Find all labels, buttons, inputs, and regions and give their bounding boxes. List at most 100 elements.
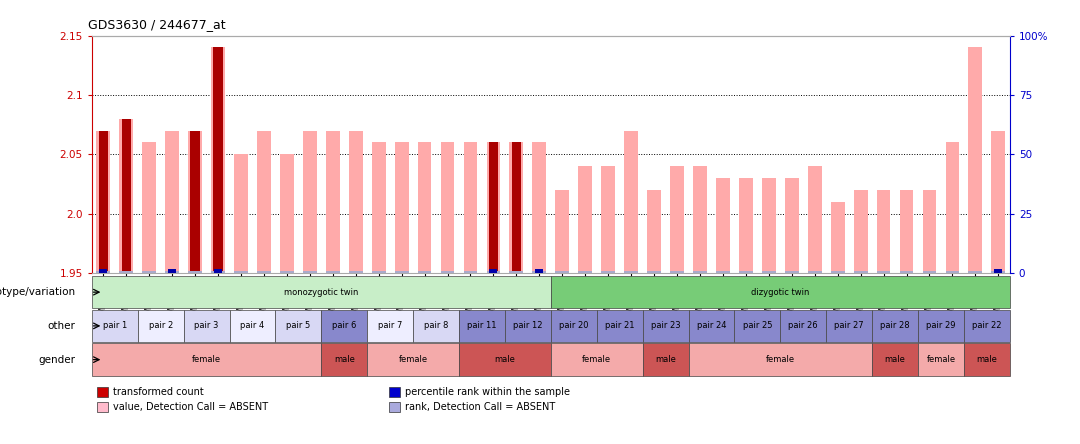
Bar bbox=[918, 310, 964, 342]
Bar bbox=[991, 271, 1005, 273]
Text: value, Detection Call = ABSENT: value, Detection Call = ABSENT bbox=[113, 402, 269, 412]
Bar bbox=[808, 166, 822, 273]
Bar bbox=[414, 310, 459, 342]
Bar bbox=[489, 270, 498, 273]
Bar bbox=[395, 143, 408, 273]
Bar bbox=[826, 310, 873, 342]
Bar bbox=[643, 310, 689, 342]
Bar bbox=[854, 271, 867, 273]
Bar bbox=[969, 48, 983, 273]
Bar bbox=[489, 143, 498, 273]
Bar bbox=[441, 143, 455, 273]
Bar bbox=[647, 190, 661, 273]
Text: pair 26: pair 26 bbox=[788, 321, 818, 330]
Bar bbox=[671, 166, 684, 273]
Text: monozygotic twin: monozygotic twin bbox=[284, 288, 359, 297]
Bar bbox=[510, 271, 524, 273]
Bar bbox=[165, 131, 179, 273]
Text: genotype/variation: genotype/variation bbox=[0, 287, 76, 297]
Text: pair 27: pair 27 bbox=[835, 321, 864, 330]
Text: male: male bbox=[656, 355, 676, 364]
Bar bbox=[624, 131, 638, 273]
Bar bbox=[487, 271, 500, 273]
Bar bbox=[647, 271, 661, 273]
Bar bbox=[349, 271, 363, 273]
Bar bbox=[322, 344, 367, 376]
Bar bbox=[212, 48, 225, 273]
Bar bbox=[510, 143, 524, 273]
Bar bbox=[689, 344, 873, 376]
Bar bbox=[143, 271, 157, 273]
Bar bbox=[693, 271, 707, 273]
Text: male: male bbox=[885, 355, 905, 364]
Text: percentile rank within the sample: percentile rank within the sample bbox=[405, 387, 570, 397]
Bar bbox=[188, 271, 202, 273]
Bar bbox=[441, 271, 455, 273]
Bar bbox=[877, 271, 891, 273]
Bar bbox=[214, 48, 222, 273]
Bar bbox=[536, 270, 543, 273]
Bar bbox=[372, 143, 386, 273]
Bar bbox=[463, 143, 477, 273]
Bar bbox=[505, 310, 551, 342]
Text: dizygotic twin: dizygotic twin bbox=[751, 288, 810, 297]
Bar bbox=[120, 119, 133, 273]
Bar bbox=[96, 131, 110, 273]
Bar bbox=[995, 270, 1002, 273]
Bar bbox=[459, 310, 504, 342]
Text: pair 22: pair 22 bbox=[972, 321, 1001, 330]
Text: male: male bbox=[495, 355, 515, 364]
Bar bbox=[372, 271, 386, 273]
Text: pair 11: pair 11 bbox=[468, 321, 497, 330]
Bar bbox=[257, 271, 271, 273]
Bar bbox=[946, 143, 959, 273]
Bar bbox=[781, 310, 826, 342]
Text: pair 5: pair 5 bbox=[286, 321, 310, 330]
Bar bbox=[555, 190, 569, 273]
Text: gender: gender bbox=[39, 355, 76, 365]
Bar bbox=[120, 271, 133, 273]
Bar bbox=[739, 178, 753, 273]
Bar bbox=[964, 310, 1010, 342]
Bar bbox=[532, 143, 546, 273]
Bar bbox=[395, 271, 408, 273]
Bar bbox=[551, 344, 643, 376]
Bar bbox=[138, 310, 184, 342]
Bar bbox=[918, 344, 964, 376]
Bar bbox=[234, 271, 248, 273]
Text: pair 28: pair 28 bbox=[880, 321, 909, 330]
Text: pair 4: pair 4 bbox=[241, 321, 265, 330]
Bar bbox=[418, 271, 432, 273]
Text: pair 6: pair 6 bbox=[332, 321, 356, 330]
Bar bbox=[808, 271, 822, 273]
Bar bbox=[168, 270, 176, 273]
Text: GDS3630 / 244677_at: GDS3630 / 244677_at bbox=[87, 18, 226, 31]
Text: female: female bbox=[582, 355, 611, 364]
Bar bbox=[326, 271, 340, 273]
Bar bbox=[303, 271, 316, 273]
Bar bbox=[367, 344, 459, 376]
Text: male: male bbox=[334, 355, 354, 364]
Text: male: male bbox=[976, 355, 997, 364]
Bar bbox=[579, 271, 592, 273]
Text: other: other bbox=[48, 321, 76, 331]
Text: female: female bbox=[927, 355, 956, 364]
Bar bbox=[551, 310, 597, 342]
Bar bbox=[143, 143, 157, 273]
Bar bbox=[275, 310, 322, 342]
Bar bbox=[602, 166, 616, 273]
Bar bbox=[785, 178, 799, 273]
Bar bbox=[326, 131, 340, 273]
Bar bbox=[734, 310, 781, 342]
Bar bbox=[122, 119, 131, 273]
Bar bbox=[555, 271, 569, 273]
Bar bbox=[762, 271, 775, 273]
Bar bbox=[459, 344, 551, 376]
Bar bbox=[532, 271, 546, 273]
Bar bbox=[624, 271, 638, 273]
Bar bbox=[762, 178, 775, 273]
Bar bbox=[280, 271, 294, 273]
Bar bbox=[579, 166, 592, 273]
Bar bbox=[969, 271, 983, 273]
Bar bbox=[602, 271, 616, 273]
